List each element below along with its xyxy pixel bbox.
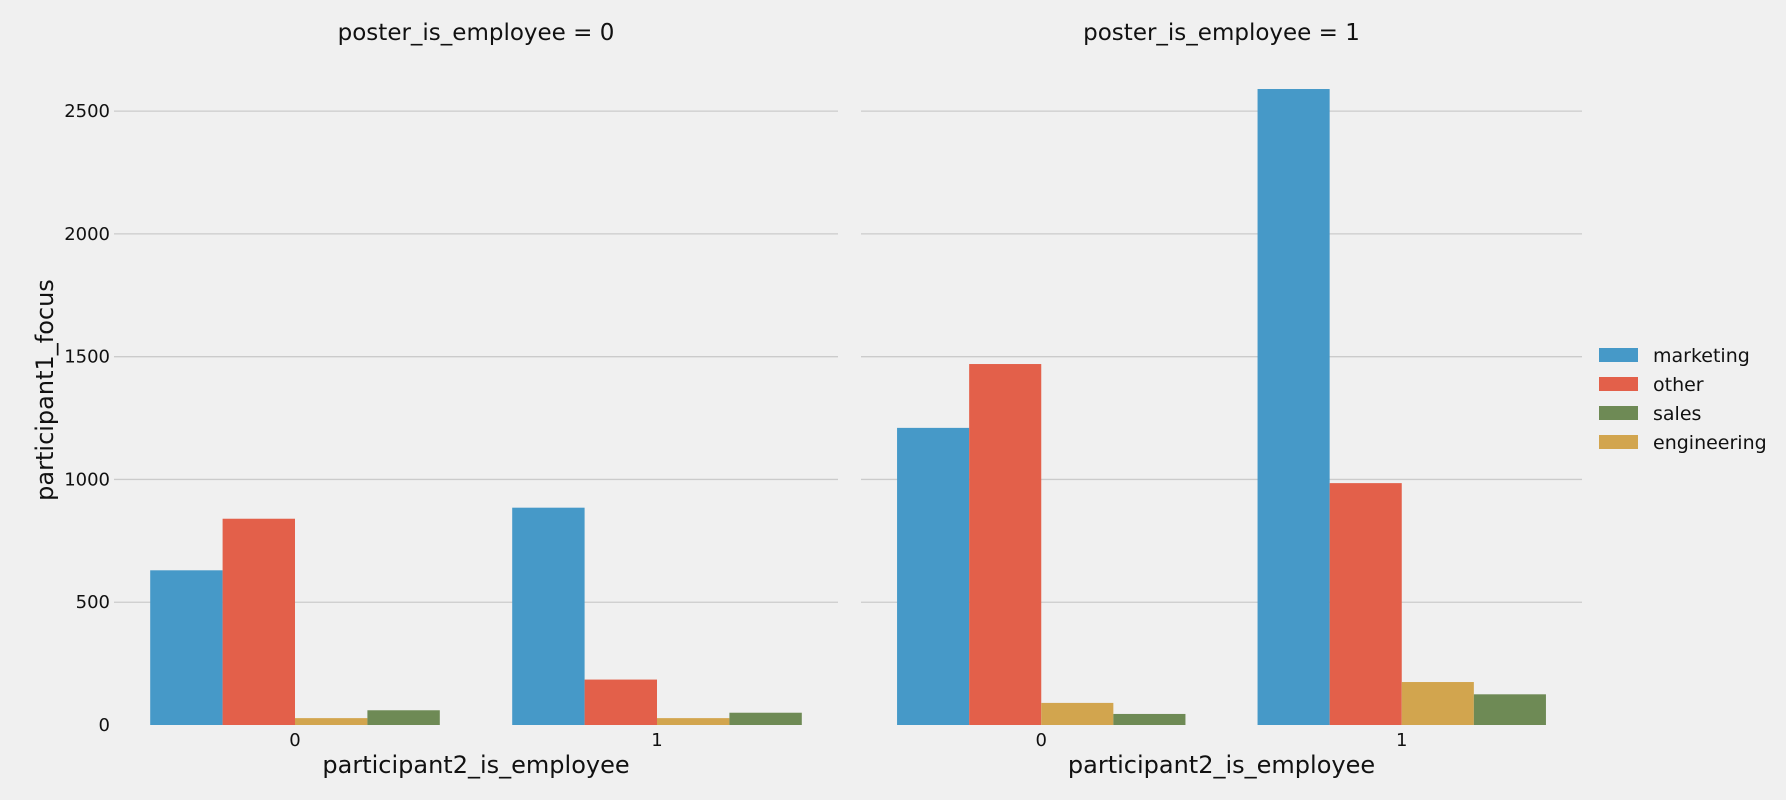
- legend-swatch: [1599, 435, 1638, 449]
- x-axis-label: participant2_is_employee: [322, 751, 629, 779]
- y-tick-label: 2000: [64, 224, 110, 245]
- y-tick-label: 2500: [64, 101, 110, 122]
- y-axis-label: participant1_focus: [31, 279, 59, 501]
- legend-label: other: [1653, 374, 1704, 396]
- bar-engineering-0: [295, 718, 368, 725]
- y-tick-label: 500: [76, 592, 110, 613]
- x-axis-label: participant2_is_employee: [1068, 751, 1375, 779]
- panel-title: poster_is_employee = 1: [1083, 20, 1360, 46]
- legend-swatch: [1599, 377, 1638, 391]
- panel-title: poster_is_employee = 0: [338, 20, 615, 46]
- bar-other-0: [222, 518, 295, 725]
- legend-item-engineering: engineering: [1599, 432, 1767, 454]
- bar-marketing-0: [150, 570, 223, 725]
- bar-other-1: [1329, 483, 1402, 725]
- bar-sales-0: [367, 710, 440, 725]
- x-tick-label: 0: [1036, 730, 1047, 751]
- y-tick-label: 1500: [64, 347, 110, 368]
- legend-label: marketing: [1653, 345, 1750, 367]
- bar-marketing-1: [512, 507, 585, 725]
- panels: poster_is_employee = 0 0 1 participant2_is_…: [64, 20, 1582, 779]
- legend-item-other: other: [1599, 374, 1704, 396]
- bar-marketing-1: [1257, 89, 1330, 725]
- legend-item-marketing: marketing: [1599, 345, 1750, 367]
- bar-other-1: [584, 679, 657, 725]
- bar-sales-0: [1113, 713, 1186, 725]
- bar-other-0: [969, 364, 1042, 725]
- bar-sales-1: [729, 712, 802, 725]
- bar-engineering-1: [657, 718, 730, 725]
- bar-engineering-0: [1041, 702, 1114, 725]
- x-tick-label: 1: [651, 730, 662, 751]
- bar-marketing-0: [897, 427, 970, 725]
- legend: marketing other sales engineering: [1599, 345, 1767, 454]
- y-tick-label: 1000: [64, 469, 110, 490]
- legend-item-sales: sales: [1599, 403, 1701, 425]
- x-tick-label: 0: [289, 730, 300, 751]
- bar-sales-1: [1473, 694, 1546, 725]
- panel-0: poster_is_employee = 0 0 1 participant2_is_…: [64, 20, 838, 779]
- y-tick-label: 0: [99, 715, 110, 736]
- legend-swatch: [1599, 406, 1638, 420]
- bar-engineering-1: [1401, 682, 1474, 725]
- legend-swatch: [1599, 348, 1638, 362]
- legend-label: sales: [1653, 403, 1701, 425]
- legend-label: engineering: [1653, 432, 1767, 454]
- x-tick-label: 1: [1396, 730, 1407, 751]
- panel-1: poster_is_employee = 1 0 1 participant2_is_…: [861, 20, 1582, 779]
